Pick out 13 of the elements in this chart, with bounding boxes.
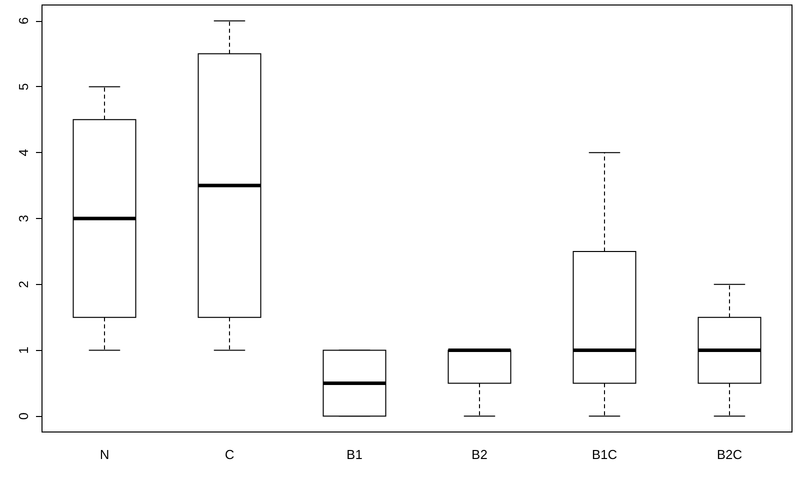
y-tick-label: 0 <box>16 412 31 420</box>
y-tick-label: 6 <box>16 17 31 24</box>
y-tick-label: 3 <box>16 214 31 222</box>
y-tick-label: 1 <box>16 346 31 354</box>
x-tick-label: N <box>100 447 110 462</box>
y-tick-label: 4 <box>16 148 31 156</box>
x-tick-label: B2C <box>716 447 742 462</box>
x-tick-label: B1C <box>592 447 618 462</box>
x-tick-label: B1 <box>346 447 362 462</box>
x-tick-label: B2 <box>472 447 488 462</box>
y-tick-label: 2 <box>16 280 31 288</box>
y-tick-label: 5 <box>16 83 31 90</box>
x-tick-label: C <box>224 447 234 462</box>
